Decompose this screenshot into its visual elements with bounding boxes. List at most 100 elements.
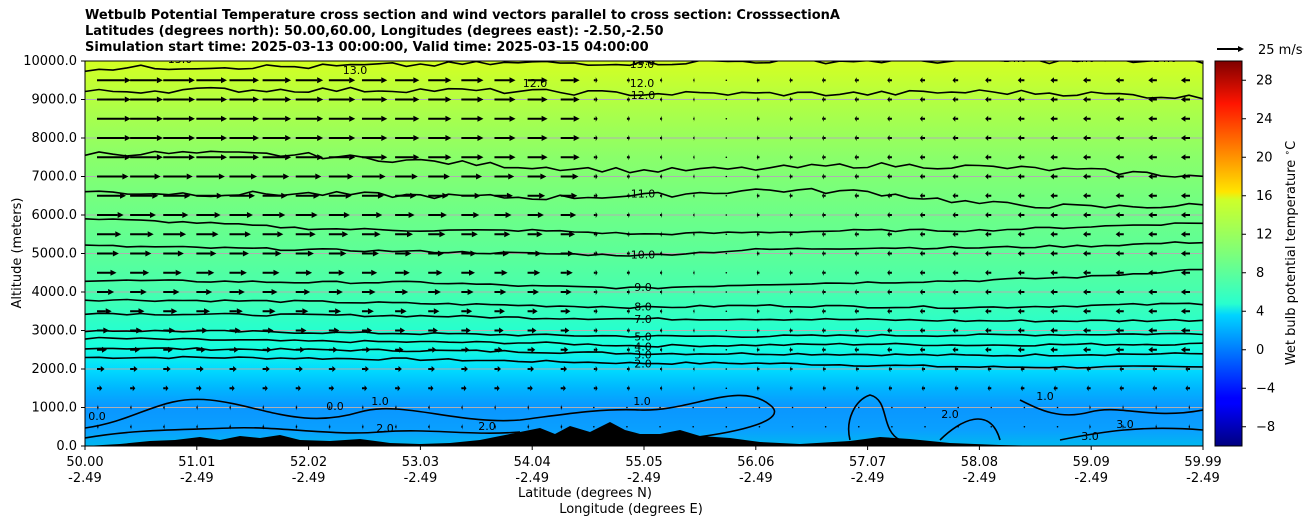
wind-vector-head [1050,231,1054,238]
wind-vector-head [408,212,415,218]
wind-vector-head [132,385,136,392]
wind-vector [824,406,827,409]
wind-vector-head [238,289,245,295]
wind-vector-head [232,385,235,392]
wind-vector-head [921,385,924,392]
x-tick-label-lon: -2.49 [739,471,773,486]
wind-vector-head [509,77,516,84]
contour-line [85,426,521,439]
wind-vector-head [1148,135,1153,141]
wind-vector-head [156,96,163,103]
wind-vector-head [1185,385,1188,392]
wind-vector-head [445,135,452,141]
wind-vector [725,387,728,390]
wind-vector-head [530,366,535,372]
wind-vector-head [184,192,191,199]
wind-vector [659,406,661,409]
wind-vector-head [304,289,311,295]
contour-label: 2.0 [941,408,959,421]
wind-vector-head [628,192,630,199]
wind-vector-head [919,173,923,180]
wind-vector-head [100,366,105,372]
contour-line [85,298,1203,310]
wind-vector-head [1083,250,1087,257]
wind-vector-head [821,115,824,122]
wind-vector-head [854,77,857,84]
wind-vector-head [171,308,178,315]
wind-vector-head [952,327,956,334]
colorbar-tick-label: 12 [1256,227,1273,242]
wind-vector-head [188,77,195,84]
colorbar-tick-label: 0 [1256,343,1264,358]
wind-vector-head [570,212,577,218]
x-tick-label-lat: 57.07 [849,455,886,470]
wind-vector-head [919,192,923,199]
wind-vector-head [693,289,695,295]
wind-vector [725,368,728,370]
wind-vector-head [166,366,171,372]
wind-vector-head [334,327,340,334]
wind-vector-head [499,327,504,334]
wind-vector-head [564,346,569,353]
wind-vector [725,98,728,101]
contour-line [848,394,901,441]
wind-vector-head [985,308,989,315]
wind-vector-head [952,308,956,315]
wind-vector-head [1148,173,1153,180]
wind-vector-head [1115,212,1120,218]
wind-vector-head [343,212,350,218]
contour-line [85,150,1203,178]
wind-vector-head [1083,135,1087,141]
wind-vector-head [335,308,342,315]
wind-vector-head [509,115,516,122]
wind-vector-head [1017,327,1022,334]
wind-vector-head [1050,269,1054,276]
colorbar-tick-label: −4 [1256,381,1275,396]
wind-vector-head [197,423,198,430]
wind-vector-head [506,192,513,199]
wind-vector-head [693,346,695,353]
wind-vector-head [1180,173,1186,180]
contour-label: 13.0 [630,58,655,71]
y-tick-label: 2000.0 [32,362,78,377]
wind-vector-head [952,77,956,84]
wind-vector-head [854,231,857,238]
wind-vector-head [595,154,598,161]
wind-vector-head [789,96,791,103]
wind-vector-head [445,77,452,84]
wind-vector-head [177,250,184,257]
wind-vector [1056,425,1059,428]
wind-vector-head [821,192,824,199]
wind-vector-head [887,269,890,276]
wind-vector [725,406,728,409]
wind-vector-head [821,269,824,276]
wind-vector-head [987,366,990,372]
wind-vector-head [954,366,957,372]
wind-vector-head [188,96,195,103]
wind-vector-head [410,192,417,199]
wind-vector-head [628,289,630,295]
y-tick-label: 5000.0 [32,247,78,262]
wind-vector-head [1148,269,1153,276]
wind-vector-head [595,135,598,141]
wind-vector-head [854,154,857,161]
wind-vector-head [317,77,324,84]
wind-vector-head [306,269,313,276]
wind-vector-head [198,385,202,392]
contour-label: 3.0 [1116,418,1134,431]
wind-vector-head [473,212,480,218]
contour-label: 7.0 [634,313,652,326]
wind-vector-head [661,115,663,122]
x-tick-label-lon: -2.49 [404,471,438,486]
wind-vector-head [1152,366,1155,372]
wind-vector-head [789,366,792,372]
wind-vector-head [756,308,759,315]
wind-vector-head [822,366,825,372]
wind-vector [1056,406,1059,409]
wind-vector-head [569,231,576,238]
wind-vector-head [661,308,663,315]
wind-vector-head [1180,269,1186,276]
wind-vector-head [952,96,956,103]
wind-vector-head [821,346,824,353]
colorbar-tick-label: −8 [1256,420,1275,435]
